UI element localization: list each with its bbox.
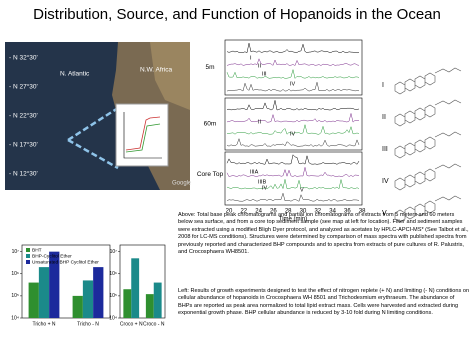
chromatogram-trace <box>226 113 360 123</box>
time-tick-label: 28 <box>285 209 292 215</box>
map <box>5 42 190 190</box>
caption-above: Above: Total base peak chromatograms and… <box>178 212 469 256</box>
chromatogram-trace <box>226 137 360 147</box>
peak-label: III <box>262 71 267 77</box>
chart-frame <box>119 244 166 319</box>
legend-label: BHP-Cyclitol Ether <box>32 253 72 259</box>
map-label: N.W. Africa <box>140 67 173 74</box>
structure-label: I <box>382 82 384 89</box>
peak-label: V <box>300 187 304 193</box>
bar <box>82 280 94 318</box>
x-tick-label: Tricho + N <box>32 321 55 327</box>
bar <box>153 282 162 318</box>
structure-label: II <box>382 114 386 121</box>
structure-label: V <box>382 210 387 217</box>
latitude-label: - N 22°30' <box>9 112 38 120</box>
bar <box>145 294 154 318</box>
y-tick-label: 10⁴ <box>11 315 19 321</box>
chromatogram-trace <box>226 124 360 135</box>
structure-drawing <box>394 163 462 191</box>
time-tick-label: 24 <box>255 209 262 215</box>
chromatogram-trace <box>226 43 360 54</box>
legend-label: BHT <box>32 247 42 253</box>
y-tick-label: 10⁵ <box>11 293 19 299</box>
chromatogram-trace <box>226 167 360 178</box>
map-label: Google <box>172 181 192 187</box>
y-tick-label: 10⁷ <box>12 249 20 255</box>
panel-label: 5m <box>205 64 214 71</box>
peak-label: II <box>258 119 262 125</box>
peak-label: IV <box>262 185 268 191</box>
time-tick-label: 34 <box>329 209 336 215</box>
chromatogram-frame <box>224 97 363 151</box>
time-tick-label: 22 <box>240 209 247 215</box>
chromatogram-trace <box>226 82 360 92</box>
x-tick-label: Croco - N <box>143 321 165 327</box>
axis-title: Time (min) <box>279 217 307 223</box>
latitude-label: - N 17°30' <box>9 141 38 149</box>
time-tick-label: 32 <box>314 209 321 215</box>
time-tick-label: 20 <box>226 209 233 215</box>
panel-label: 60m <box>204 121 217 128</box>
structure-drawing <box>394 99 462 127</box>
time-tick-label: 36 <box>344 209 351 215</box>
time-tick-label: 38 <box>359 209 366 215</box>
bar <box>123 289 132 318</box>
peak-label: IIIB <box>258 179 267 185</box>
legend-swatch <box>26 254 30 258</box>
peak-label: II <box>258 63 262 69</box>
x-tick-label: Tricho - N <box>77 321 99 327</box>
bar <box>93 267 104 318</box>
panel-label: Core Top <box>197 171 224 178</box>
chromatogram-trace <box>226 58 360 66</box>
chart-frame <box>21 244 111 319</box>
structure-drawing <box>394 195 462 223</box>
latitude-label: - N 12°30' <box>9 170 38 178</box>
bar <box>49 251 60 318</box>
peak-label: IV <box>290 131 296 137</box>
bar <box>72 295 83 318</box>
chromatogram-trace <box>226 154 360 165</box>
chromatogram-trace <box>226 69 360 79</box>
structure-label: III <box>382 146 388 153</box>
y-tick-label: 10⁴ <box>109 315 117 321</box>
legend-label: Unsaturated BHP Cyclitol Ether <box>32 259 99 265</box>
structure-label: IV <box>382 178 389 185</box>
peak-label: IV <box>290 81 296 87</box>
bar <box>131 258 140 318</box>
chromatogram-frame <box>224 151 363 206</box>
legend-swatch <box>26 260 30 264</box>
caption-left: Left: Results of growth experiments desi… <box>178 288 470 317</box>
chromatogram-trace <box>226 179 360 190</box>
legend-swatch <box>26 248 30 252</box>
peak-label: I <box>250 55 252 61</box>
peak-label: IIIA <box>250 169 259 175</box>
chromatogram-trace <box>226 192 360 202</box>
y-tick-label: 10⁵ <box>109 293 117 299</box>
latitude-label: - N 32°30' <box>9 54 38 62</box>
latitude-label: - N 27°30' <box>9 83 38 91</box>
structure-drawing <box>394 131 462 159</box>
chromatogram-trace <box>226 100 360 111</box>
map-label: N. Atlantic <box>60 71 90 78</box>
y-tick-label: 10⁶ <box>11 271 19 277</box>
time-tick-label: 30 <box>300 209 307 215</box>
x-tick-label: Croco + N <box>120 321 143 327</box>
bar <box>28 282 39 318</box>
chromatogram-frame <box>224 39 363 96</box>
structure-drawing <box>394 67 462 95</box>
bar <box>38 267 50 318</box>
y-tick-label: 10⁶ <box>109 271 117 277</box>
y-tick-label: 10⁷ <box>110 249 118 255</box>
time-tick-label: 26 <box>270 209 277 215</box>
title: Distribution, Source, and Function of Ho… <box>33 6 441 23</box>
